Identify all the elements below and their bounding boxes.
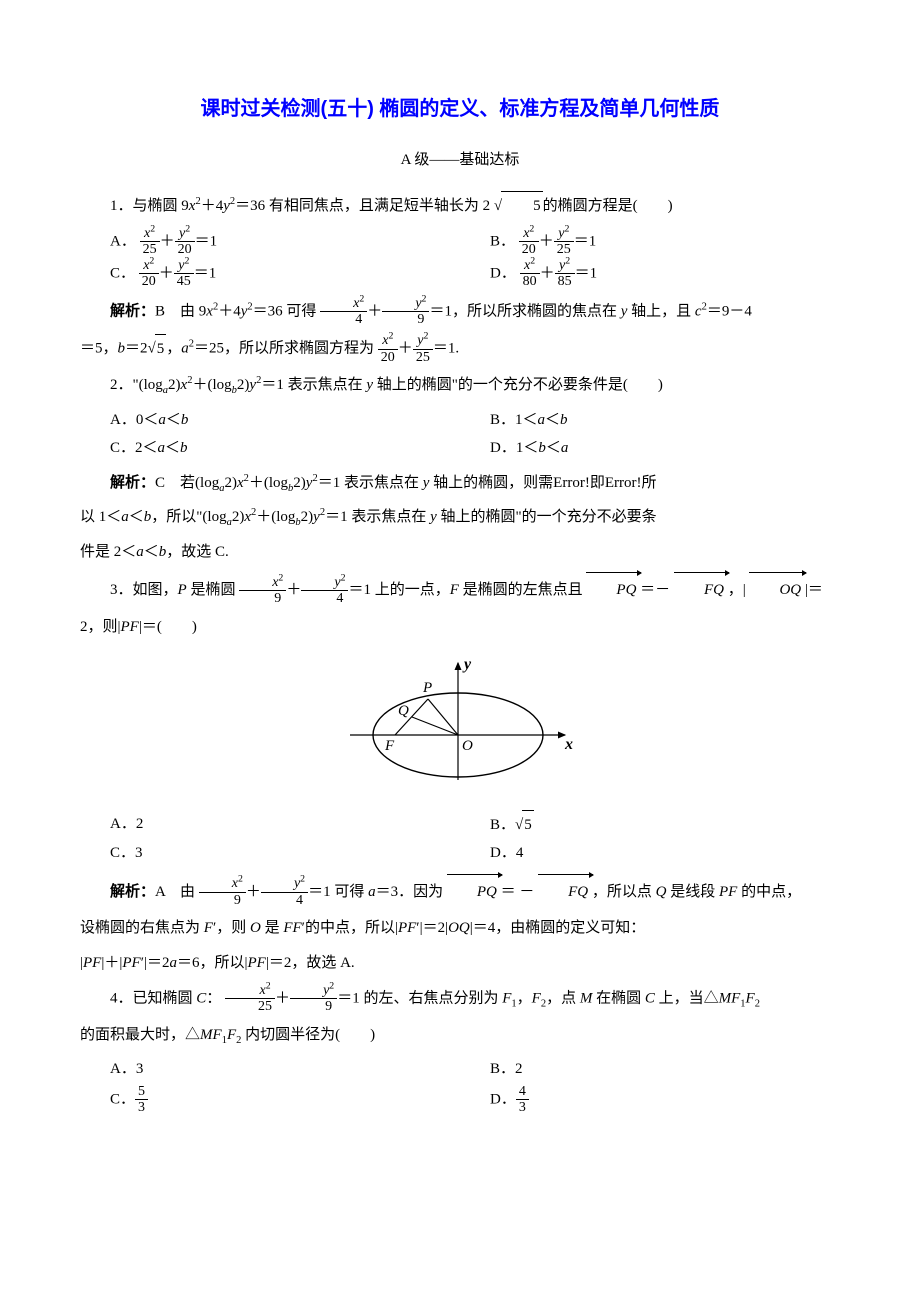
q4-optD: D．43 — [460, 1084, 840, 1116]
q2-sol-2: 以 1＜a＜b，所以"(loga2)x2＋(logb2)y2＝1 表示焦点在 y… — [80, 503, 840, 532]
svg-text:O: O — [462, 738, 473, 754]
q3-sol-3: |PF|＋|PF′|＝2a＝6，所以|PF|＝2，故选 A. — [80, 949, 840, 978]
q1-stem: 1．与椭圆 9x2＋4y2＝36 有相同焦点，且满足短半轴长为 2 √5的椭圆方… — [80, 191, 840, 221]
q3-options: A．2 B．√5 C．3 D．4 — [80, 810, 840, 868]
q2-stem: 2．"(loga2)x2＋(logb2)y2＝1 表示焦点在 y 轴上的椭圆"的… — [80, 371, 840, 400]
q3-figure: P Q F O x y — [80, 655, 840, 796]
level-label: A 级——基础达标 — [80, 146, 840, 175]
q3-optB: B．√5 — [460, 810, 840, 840]
error-text: Error! — [605, 475, 642, 491]
q4-optB: B．2 — [460, 1055, 840, 1084]
q2-optA: A．0＜a＜b — [80, 406, 460, 435]
q3-sol-1: 解析：A 由 x29＋y24＝1 可得 a＝3．因为 PQ ＝ － FQ ，所以… — [80, 874, 840, 908]
q3-sol-2: 设椭圆的右焦点为 F′，则 O 是 FF′的中点，所以|PF′|＝2|OQ|＝4… — [80, 914, 840, 943]
q3-optC: C．3 — [80, 839, 460, 868]
q1-optB: B． x220＋y225＝1 — [460, 226, 840, 258]
svg-text:y: y — [462, 656, 472, 673]
q2-sol-3: 件是 2＜a＜b，故选 C. — [80, 538, 840, 567]
error-text: Error! — [553, 475, 590, 491]
q2-sol-1: 解析：C 若(loga2)x2＋(logb2)y2＝1 表示焦点在 y 轴上的椭… — [80, 469, 840, 498]
q4-options: A．3 B．2 C．53 D．43 — [80, 1055, 840, 1115]
q4-stem-1: 4．已知椭圆 C： x225＋y29＝1 的左、右焦点分别为 F1，F2，点 M… — [80, 983, 840, 1015]
q4-optC: C．53 — [80, 1084, 460, 1116]
q1-optC: C． x220＋y245＝1 — [80, 258, 460, 290]
svg-text:x: x — [564, 736, 573, 753]
q4-optA: A．3 — [80, 1055, 460, 1084]
q3-optD: D．4 — [460, 839, 840, 868]
svg-text:F: F — [384, 738, 395, 754]
q2-optD: D．1＜b＜a — [460, 434, 840, 463]
q3-optA: A．2 — [80, 810, 460, 840]
q1-sol-1: 解析：B 由 9x2＋4y2＝36 可得 x24＋y29＝1，所以所求椭圆的焦点… — [80, 296, 840, 328]
q1-sol-2: ＝5，b＝2√5，a2＝25，所以所求椭圆方程为 x220＋y225＝1. — [80, 333, 840, 365]
q1-optD: D． x280＋y285＝1 — [460, 258, 840, 290]
q3-stem-2: 2，则|PF|＝( ) — [80, 613, 840, 642]
page-title: 课时过关检测(五十) 椭圆的定义、标准方程及简单几何性质 — [80, 90, 840, 128]
q1-options: A． x225＋y220＝1 B． x220＋y225＝1 C． x220＋y2… — [80, 226, 840, 290]
q2-options: A．0＜a＜b B．1＜a＜b C．2＜a＜b D．1＜b＜a — [80, 406, 840, 463]
q2-optC: C．2＜a＜b — [80, 434, 460, 463]
q3-stem-1: 3．如图，P 是椭圆 x29＋y24＝1 上的一点，F 是椭圆的左焦点且 PQ … — [80, 572, 840, 606]
svg-text:Q: Q — [398, 703, 409, 719]
svg-text:P: P — [422, 680, 432, 696]
q1-optA: A． x225＋y220＝1 — [80, 226, 460, 258]
q2-optB: B．1＜a＜b — [460, 406, 840, 435]
q4-stem-2: 的面积最大时，△MF1F2 内切圆半径为( ) — [80, 1021, 840, 1050]
